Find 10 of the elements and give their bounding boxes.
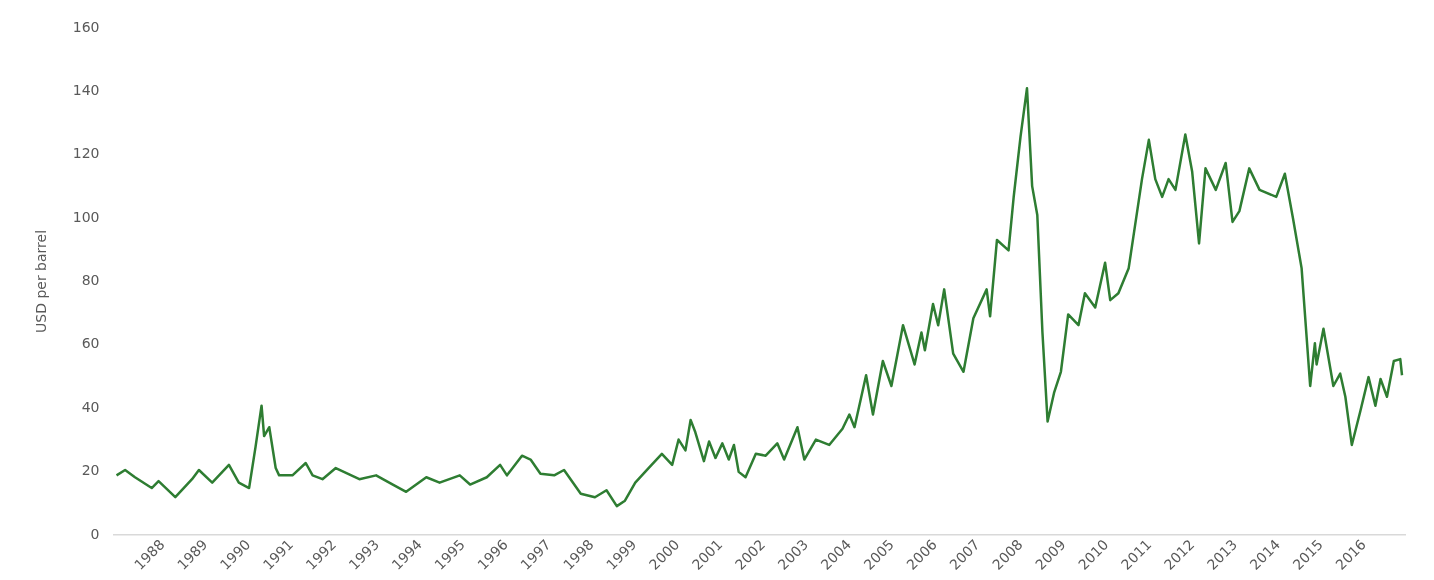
y-tick-label: 60 [81, 335, 100, 352]
y-tick-label: 20 [81, 462, 100, 479]
y-tick-label: 40 [81, 398, 100, 415]
y-tick-label: 0 [90, 525, 100, 542]
y-tick-label: 120 [72, 145, 100, 162]
y-tick-label: 80 [81, 272, 100, 289]
y-axis-title: USD per barrel [33, 229, 50, 333]
y-tick-label: 100 [72, 208, 100, 225]
y-tick-label: 160 [72, 18, 100, 35]
y-tick-label: 140 [72, 82, 100, 99]
